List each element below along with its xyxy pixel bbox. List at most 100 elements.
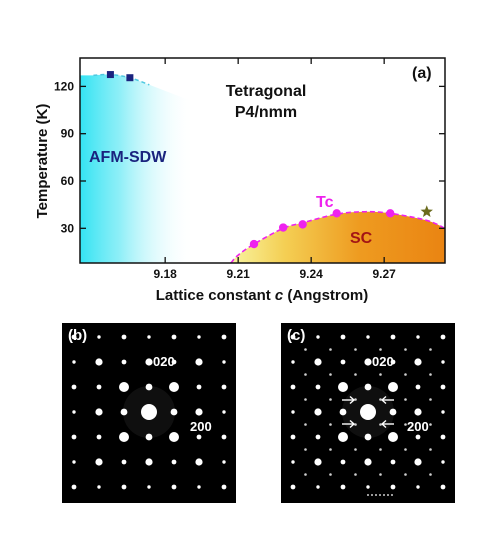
sc-dome-region bbox=[230, 211, 445, 263]
diffraction-spot bbox=[197, 485, 201, 489]
diffraction-spot bbox=[316, 335, 320, 339]
superlattice-spot bbox=[329, 398, 332, 401]
diffraction-spot bbox=[171, 459, 177, 465]
scale-bar bbox=[367, 494, 393, 500]
superlattice-spot bbox=[404, 348, 407, 351]
superlattice-spot bbox=[379, 448, 382, 451]
y-tick-label-3: 120 bbox=[54, 79, 74, 93]
diffraction-spot bbox=[170, 408, 178, 416]
diffraction-spot bbox=[169, 432, 179, 442]
diffraction-spot bbox=[441, 360, 445, 364]
spot-label-c-020: 020 bbox=[372, 354, 394, 369]
diffraction-spot bbox=[440, 384, 446, 390]
diffraction-spot bbox=[72, 410, 76, 414]
star-marker-2-0 bbox=[420, 205, 433, 218]
superlattice-spot bbox=[404, 373, 407, 376]
y-tick-label-1: 60 bbox=[61, 174, 75, 188]
diffraction-spot bbox=[197, 335, 201, 339]
diffraction-spot bbox=[415, 384, 421, 390]
diffraction-spot bbox=[195, 358, 203, 366]
diffraction-spot bbox=[340, 359, 346, 365]
diffraction-spot bbox=[121, 459, 127, 465]
superlattice-spot bbox=[304, 448, 307, 451]
diffraction-spot bbox=[221, 434, 227, 440]
superlattice-spot bbox=[329, 348, 332, 351]
diffraction-spot bbox=[145, 358, 153, 366]
superlattice-spot bbox=[379, 473, 382, 476]
diffraction-spot bbox=[290, 484, 296, 490]
x-axis-title-var: c bbox=[275, 287, 284, 304]
tetragonal-label: Tetragonal bbox=[226, 83, 307, 100]
axis-ticks: 9.18 9.21 9.24 9.27 30 60 90 120 bbox=[54, 58, 445, 281]
diffraction-spot bbox=[290, 434, 296, 440]
diffraction-spot bbox=[97, 485, 101, 489]
superlattice-spot bbox=[304, 473, 307, 476]
x-axis-title: Lattice constant c (Angstrom) bbox=[156, 287, 369, 304]
y-axis-title: Temperature (K) bbox=[34, 104, 51, 219]
diffraction-spot bbox=[389, 408, 397, 416]
x-tick-label-2: 9.24 bbox=[299, 267, 323, 281]
afm-boundary-line bbox=[93, 73, 150, 86]
diffraction-spot bbox=[169, 382, 179, 392]
diffraction-spot bbox=[441, 410, 445, 414]
superlattice-spot bbox=[404, 398, 407, 401]
diffraction-spot bbox=[222, 410, 226, 414]
diffraction-spot bbox=[366, 335, 370, 339]
diffraction-spot bbox=[340, 484, 346, 490]
diffraction-spot bbox=[196, 434, 202, 440]
diffraction-spot bbox=[390, 484, 396, 490]
diffraction-spot bbox=[121, 484, 127, 490]
diffraction-spot bbox=[171, 359, 177, 365]
diffraction-spot bbox=[390, 334, 396, 340]
circle-marker-1-4 bbox=[386, 209, 395, 218]
diffraction-spot bbox=[440, 334, 446, 340]
diffraction-spot bbox=[314, 408, 322, 416]
diffraction-spot bbox=[222, 460, 226, 464]
diffraction-spot bbox=[195, 458, 203, 466]
diffraction-spot bbox=[145, 433, 153, 441]
y-tick-label-2: 90 bbox=[61, 127, 75, 141]
diffraction-spot bbox=[340, 334, 346, 340]
space-group-label: P4/nmm bbox=[235, 104, 297, 121]
superlattice-spot bbox=[329, 373, 332, 376]
spot-label-b-020: 020 bbox=[153, 354, 175, 369]
superlattice-spot bbox=[404, 448, 407, 451]
superlattice-spot bbox=[429, 398, 432, 401]
superlattice-arrow-head bbox=[380, 395, 387, 405]
diffraction-spot bbox=[72, 360, 76, 364]
diffraction-spot bbox=[314, 358, 322, 366]
diffraction-spot bbox=[415, 434, 421, 440]
circle-marker-1-1 bbox=[278, 223, 288, 232]
diffraction-spot bbox=[316, 485, 320, 489]
diffraction-spot bbox=[338, 432, 348, 442]
panel-label-a: (a) bbox=[412, 65, 432, 82]
superlattice-spot bbox=[354, 448, 357, 451]
circle-marker-1-2 bbox=[298, 220, 307, 229]
square-marker-0-1 bbox=[126, 74, 134, 82]
diffraction-spot bbox=[147, 485, 151, 489]
diffraction-spot bbox=[171, 334, 177, 340]
diffraction-spot bbox=[221, 484, 227, 490]
x-tick-label-0: 9.18 bbox=[153, 267, 177, 281]
diffraction-spot bbox=[390, 459, 396, 465]
tc-label: Tc bbox=[316, 194, 334, 211]
diffraction-pattern-c bbox=[290, 334, 446, 490]
diffraction-spot bbox=[71, 434, 77, 440]
superlattice-arrow-head bbox=[349, 395, 356, 405]
afm-sdw-region bbox=[80, 74, 195, 263]
diffraction-spot bbox=[315, 434, 321, 440]
diffraction-spot bbox=[95, 408, 103, 416]
diffraction-spot bbox=[441, 460, 445, 464]
superlattice-spot bbox=[429, 423, 432, 426]
x-axis-title-prefix: Lattice constant bbox=[156, 287, 275, 304]
data-markers bbox=[106, 71, 433, 249]
diffraction-spot bbox=[95, 358, 103, 366]
diffraction-spot bbox=[71, 384, 77, 390]
circle-marker-1-0 bbox=[249, 239, 259, 249]
diffraction-spot bbox=[119, 432, 129, 442]
diffraction-spot bbox=[96, 384, 102, 390]
diffraction-spot bbox=[414, 408, 422, 416]
superlattice-spot bbox=[304, 348, 307, 351]
diffraction-spot bbox=[364, 383, 372, 391]
sc-label: SC bbox=[350, 230, 373, 247]
